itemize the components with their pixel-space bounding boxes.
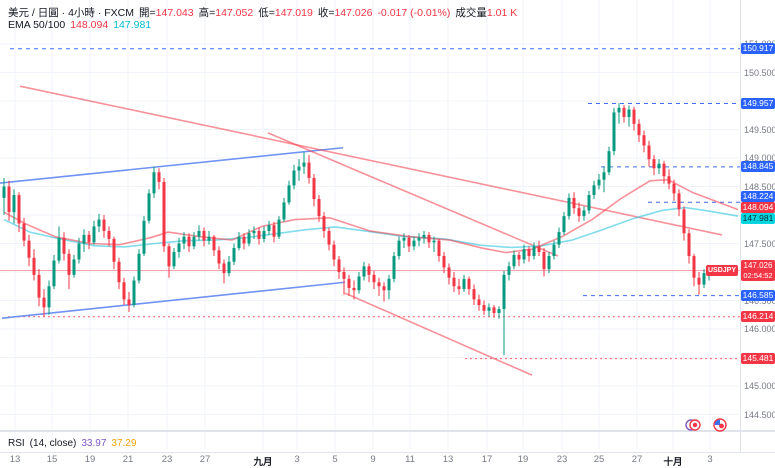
ema-title[interactable]: EMA 50/100 [8,19,66,31]
price-level-badge: 147.981 [741,213,775,224]
price-axis-label: 145.000 [744,381,775,391]
close-value: 147.026 [334,6,373,19]
price-axis-label: 150.500 [744,67,775,78]
price-axis-border [740,0,741,452]
time-axis-label: 23 [556,454,568,465]
rsi-indicator-icon[interactable] [685,417,701,433]
open-label: 開= [139,7,156,19]
high-value: 147.052 [215,6,254,19]
time-axis-border [0,452,775,453]
time-axis-label: 九月 [253,457,273,468]
volume-label: 成交量 [455,7,487,19]
time-axis-label: 25 [593,454,605,465]
ema-legend[interactable]: EMA 50/100 148.094 147.981 [8,19,151,31]
time-axis[interactable] [0,453,775,468]
volume-value: 1.01 K [486,6,518,19]
time-axis-label: 十月 [663,457,683,468]
bar-countdown: 02:54:52 [743,271,773,281]
time-axis-label: 3 [294,454,300,465]
ema50-value: 148.094 [70,19,109,31]
time-axis-label: 19 [84,454,96,465]
rsi-value: 33.97 [81,438,107,449]
time-axis-label: 15 [46,454,58,465]
price-axis-label: 148.500 [744,181,775,192]
price-axis-label: 149.500 [744,124,775,135]
levels-layer [8,48,740,360]
price-level-badge: 145.481 [741,353,775,365]
pane-separator[interactable] [0,430,775,432]
price-level-badge: 146.214 [741,311,775,323]
open-value: 147.043 [155,6,194,19]
grid-layer [0,0,740,450]
time-axis-label: 19 [517,454,529,465]
symbol-title[interactable]: 美元 / 日圓 · 4小時 · FXCM [8,7,134,19]
time-axis-label: 13 [9,454,21,465]
low-label: 低= [258,7,275,19]
price-axis-label: 147.500 [744,238,775,249]
time-axis-label: 17 [481,454,493,465]
low-value: 147.019 [274,6,313,19]
price-level-badge: 150.917 [741,43,775,55]
symbol-legend[interactable]: 美元 / 日圓 · 4小時 · FXCM 開= 147.043 高= 147.052… [8,5,517,20]
close-label: 收= [317,7,335,19]
ema-lines [3,178,739,254]
rsi-params: (14, close) [29,438,77,449]
ema100-value: 147.981 [113,19,152,31]
time-axis-label: 27 [199,454,211,465]
price-axis-label: 146.000 [744,324,775,334]
currency-pair-flag-icon[interactable] [712,417,728,433]
time-axis-label: 5 [332,454,338,465]
current-price-value: 147.026 [743,261,773,271]
candles-layer [2,103,711,356]
time-axis-label: 27 [631,454,643,465]
rsi-title[interactable]: RSI [8,438,25,449]
current-price-badge: 147.026 02:54:52 [741,260,775,282]
rsi-legend[interactable]: RSI (14, close) 33.97 37.29 [8,438,136,449]
time-axis-label: 13 [442,454,454,465]
time-axis-label: 21 [122,454,134,465]
symbol-price-tag: USDJPY [706,265,738,277]
change-value: -0.017 (-0.01%) [377,6,451,19]
price-axis-label: 149.000 [744,153,775,163]
time-axis-label: 3 [707,454,713,465]
trendlines-layer [0,85,723,376]
time-axis-label: 11 [405,454,415,465]
time-axis-label: 9 [370,454,376,465]
price-level-badge: 148.224 [741,190,775,202]
rsi-ma-value: 37.29 [111,438,137,449]
time-axis-label: 23 [161,454,173,465]
price-level-badge: 148.845 [741,161,775,173]
price-level-badge: 148.094 [741,202,775,213]
price-level-badge: 149.957 [741,97,775,109]
price-level-badge: 146.585 [741,290,775,302]
price-axis-label: 144.500 [744,409,775,420]
high-label: 高= [198,7,216,19]
